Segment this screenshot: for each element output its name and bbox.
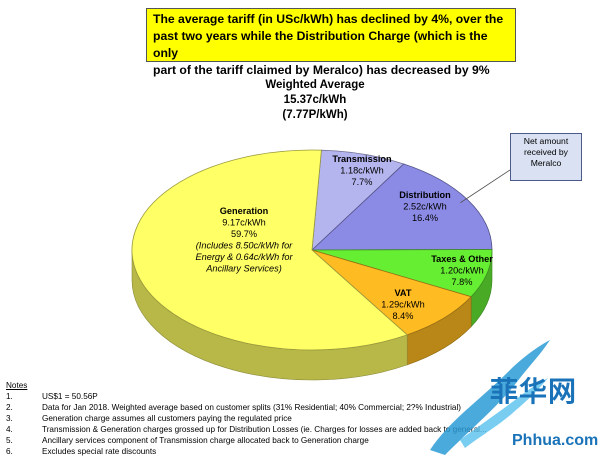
slice-label-generation: Generation 9.17c/kWh 59.7% (Includes 8.50c/… <box>195 206 293 274</box>
weighted-average-title: Weighted Average <box>265 79 365 91</box>
pie-slice-generation <box>131 149 408 351</box>
note-number: 2. <box>6 403 13 412</box>
weighted-average-label: Weighted Average 15.37c/kWh (7.77P/kWh) <box>240 78 390 123</box>
note-number: 6. <box>6 447 13 456</box>
weighted-average-usc: 15.37c/kWh <box>283 94 347 106</box>
note-item: 6. Excludes special rate discounts <box>6 446 596 457</box>
headline-box: The average tariff (in USc/kWh) has decl… <box>146 8 516 77</box>
weighted-average-php: (7.77P/kWh) <box>282 109 348 121</box>
callout-line: Meralco <box>530 158 562 168</box>
watermark: 菲华网 Phhua.com <box>420 330 598 460</box>
headline-line: The average tariff (in USc/kWh) has decl… <box>153 12 504 26</box>
dragon-logo-icon <box>430 340 550 455</box>
note-text: Data for Jan 2018. Weighted average base… <box>42 403 461 412</box>
note-text: US$1 = 50.56P <box>42 392 98 401</box>
meralco-callout: Net amount received by Meralco <box>510 133 582 181</box>
note-item: 2. Data for Jan 2018. Weighted average ba… <box>6 402 596 413</box>
note-text: Generation charge assumes all customers … <box>42 414 292 423</box>
note-text: Excludes special rate discounts <box>42 447 157 456</box>
note-item: 3. Generation charge assumes all customer… <box>6 413 596 424</box>
callout-line: Net amount <box>523 136 569 146</box>
note-number: 1. <box>6 392 13 401</box>
note-item: 1. US$1 = 50.56P <box>6 391 596 402</box>
headline-line: part of the tariff claimed by Meralco) h… <box>153 63 490 77</box>
notes-section: Notes 1. US$1 = 50.56P 2. Data for Jan 2018… <box>6 380 596 457</box>
watermark-brand: 菲华网 <box>490 375 578 408</box>
callout-pointer <box>460 169 511 204</box>
slice-label-distribution: Distribution 2.52c/kWh 16.4% <box>399 190 451 223</box>
notes-list: 1. US$1 = 50.56P 2. Data for Jan 2018. Weig… <box>6 391 596 457</box>
slice-label-vat: VAT 1.29c/kWh 8.4% <box>381 288 424 321</box>
headline-line: past two years while the Distribution Ch… <box>153 29 488 60</box>
note-text: Transmission & Generation charges grosse… <box>42 425 487 434</box>
note-number: 5. <box>6 436 13 445</box>
pie-slice-distribution <box>310 163 493 251</box>
notes-title: Notes <box>6 381 28 390</box>
watermark-url: Phhua.com <box>512 432 599 449</box>
pie-slice-vat <box>311 249 472 336</box>
callout-line: received by <box>524 147 568 157</box>
note-item: 4. Transmission & Generation charges gros… <box>6 424 596 435</box>
note-number: 3. <box>6 414 13 423</box>
note-number: 4. <box>6 425 13 434</box>
slice-label-transmission: Transmission 1.18c/kWh 7.7% <box>332 154 392 187</box>
note-item: 5. Ancillary services component of Transm… <box>6 435 596 446</box>
slice-label-taxes-other: Taxes & Other 1.20c/kWh 7.8% <box>431 254 493 287</box>
note-text: Ancillary services component of Transmis… <box>42 436 369 445</box>
